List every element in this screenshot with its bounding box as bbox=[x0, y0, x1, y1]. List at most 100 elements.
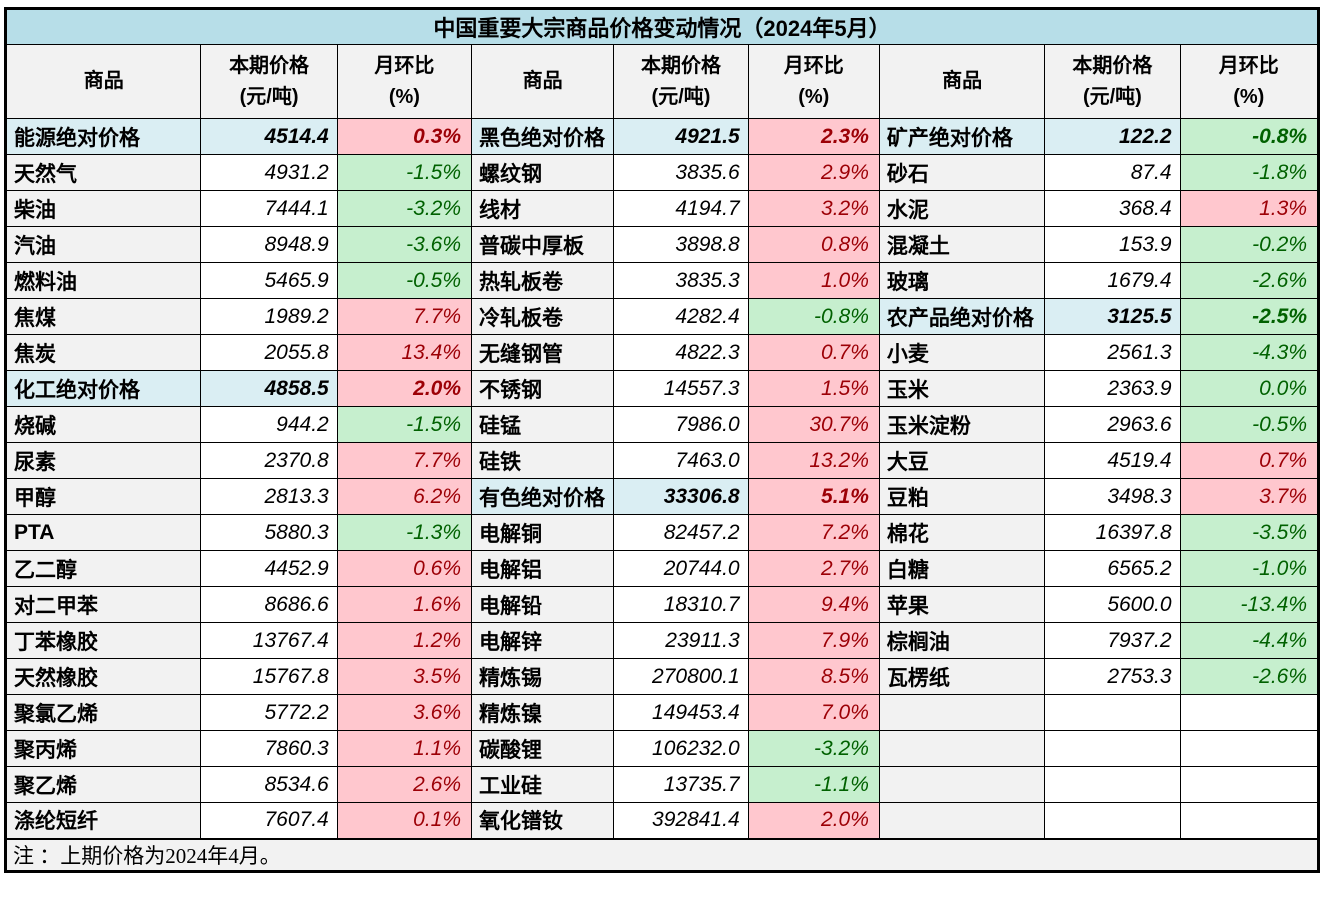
commodity-cell: 有色绝对价格 bbox=[471, 478, 615, 515]
change-cell: 1.5% bbox=[747, 370, 880, 407]
commodity-cell: 天然气 bbox=[4, 154, 202, 191]
change-cell: -0.5% bbox=[1179, 406, 1320, 443]
change-cell: -2.5% bbox=[1179, 298, 1320, 335]
header-price: 本期价格 (元/吨) bbox=[613, 44, 749, 119]
commodity-cell: 燃料油 bbox=[4, 262, 202, 299]
price-cell: 2753.3 bbox=[1044, 658, 1181, 695]
table-row: PTA 5880.3 -1.3% 电解铜 82457.2 7.2% 棉花 16397.8 -3.… bbox=[4, 514, 1320, 551]
note-row: 注 ：上期价格为2024年4月。 bbox=[5, 837, 1319, 872]
price-cell: 8686.6 bbox=[200, 586, 338, 623]
commodity-cell: 对二甲苯 bbox=[4, 586, 202, 623]
price-cell: 944.2 bbox=[200, 406, 338, 443]
change-cell: 13.2% bbox=[747, 442, 880, 479]
commodity-cell: 黑色绝对价格 bbox=[471, 118, 615, 155]
commodity-cell: 涤纶短纤 bbox=[4, 802, 202, 839]
change-cell: -1.5% bbox=[336, 154, 473, 191]
change-cell: 5.1% bbox=[747, 478, 880, 515]
price-cell: 5600.0 bbox=[1044, 586, 1181, 623]
commodity-cell: 柴油 bbox=[4, 190, 202, 227]
commodity-cell: 瓦楞纸 bbox=[878, 658, 1046, 695]
commodity-cell: 烧碱 bbox=[4, 406, 202, 443]
change-cell: -3.6% bbox=[336, 226, 473, 263]
price-cell: 3498.3 bbox=[1044, 478, 1181, 515]
commodity-cell: 工业硅 bbox=[471, 766, 615, 803]
header-change: 月环比 (%) bbox=[336, 44, 473, 119]
header-change-label: 月环比 bbox=[1218, 54, 1279, 77]
commodity-cell: 豆粕 bbox=[878, 478, 1046, 515]
change-cell: 3.2% bbox=[747, 190, 880, 227]
commodity-cell: 农产品绝对价格 bbox=[878, 298, 1046, 335]
commodity-cell: 螺纹钢 bbox=[471, 154, 615, 191]
price-cell: 2813.3 bbox=[200, 478, 338, 515]
commodity-cell: 棕榈油 bbox=[878, 622, 1046, 659]
table-row: 烧碱 944.2 -1.5% 硅锰 7986.0 30.7% 玉米淀粉 2963.6 -0.5% bbox=[4, 406, 1320, 443]
price-cell: 4921.5 bbox=[613, 118, 749, 155]
change-cell: 3.6% bbox=[336, 694, 473, 731]
commodity-cell bbox=[878, 694, 1046, 731]
table-row: 焦煤 1989.2 7.7% 冷轧板卷 4282.4 -0.8% 农产品绝对价格 3125.5… bbox=[4, 298, 1320, 335]
price-cell: 122.2 bbox=[1044, 118, 1181, 155]
commodity-cell: 混凝土 bbox=[878, 226, 1046, 263]
change-cell: -1.3% bbox=[336, 514, 473, 551]
change-cell: -1.1% bbox=[747, 766, 880, 803]
price-cell bbox=[1044, 730, 1181, 767]
change-cell: 1.0% bbox=[747, 262, 880, 299]
commodity-cell: 电解铜 bbox=[471, 514, 615, 551]
header-change-label: 月环比 bbox=[374, 54, 435, 77]
price-cell: 368.4 bbox=[1044, 190, 1181, 227]
commodity-cell bbox=[878, 802, 1046, 839]
price-cell: 2363.9 bbox=[1044, 370, 1181, 407]
commodity-cell: 玉米淀粉 bbox=[878, 406, 1046, 443]
change-cell: 0.7% bbox=[1179, 442, 1320, 479]
price-cell: 2561.3 bbox=[1044, 334, 1181, 371]
table-row: 聚乙烯 8534.6 2.6% 工业硅 13735.7 -1.1% bbox=[4, 766, 1320, 803]
price-cell: 7607.4 bbox=[200, 802, 338, 839]
commodity-cell: 焦炭 bbox=[4, 334, 202, 371]
price-cell: 14557.3 bbox=[613, 370, 749, 407]
table-row: 聚氯乙烯 5772.2 3.6% 精炼镍 149453.4 7.0% bbox=[4, 694, 1320, 731]
price-cell: 4519.4 bbox=[1044, 442, 1181, 479]
commodity-cell: 精炼镍 bbox=[471, 694, 615, 731]
commodity-cell: 热轧板卷 bbox=[471, 262, 615, 299]
change-cell: -0.8% bbox=[1179, 118, 1320, 155]
header-commodity: 商品 bbox=[4, 44, 202, 119]
price-cell bbox=[1044, 766, 1181, 803]
header-price-label: 本期价格 bbox=[640, 54, 721, 77]
commodity-cell: 矿产绝对价格 bbox=[878, 118, 1046, 155]
change-cell: 2.9% bbox=[747, 154, 880, 191]
price-cell: 16397.8 bbox=[1044, 514, 1181, 551]
price-cell: 4858.5 bbox=[200, 370, 338, 407]
header-commodity: 商品 bbox=[878, 44, 1046, 119]
commodity-cell bbox=[878, 766, 1046, 803]
commodity-cell: 白糖 bbox=[878, 550, 1046, 587]
change-cell: 3.7% bbox=[1179, 478, 1320, 515]
price-cell: 23911.3 bbox=[613, 622, 749, 659]
commodity-cell: 水泥 bbox=[878, 190, 1046, 227]
change-cell: 0.7% bbox=[747, 334, 880, 371]
commodity-cell: 电解锌 bbox=[471, 622, 615, 659]
price-cell: 4194.7 bbox=[613, 190, 749, 227]
table-row: 聚丙烯 7860.3 1.1% 碳酸锂 106232.0 -3.2% bbox=[4, 730, 1320, 767]
price-cell: 4931.2 bbox=[200, 154, 338, 191]
change-cell: 1.1% bbox=[336, 730, 473, 767]
table-row: 化工绝对价格 4858.5 2.0% 不锈钢 14557.3 1.5% 玉米 2363.9 0.… bbox=[4, 370, 1320, 407]
change-cell: -2.6% bbox=[1179, 658, 1320, 695]
commodity-cell: 大豆 bbox=[878, 442, 1046, 479]
change-cell bbox=[1179, 802, 1320, 839]
change-cell: 30.7% bbox=[747, 406, 880, 443]
table-body: 能源绝对价格 4514.4 0.3% 黑色绝对价格 4921.5 2.3% 矿产绝对价格 12… bbox=[4, 118, 1320, 839]
commodity-cell: 无缝钢管 bbox=[471, 334, 615, 371]
change-cell: -0.2% bbox=[1179, 226, 1320, 263]
price-cell: 4452.9 bbox=[200, 550, 338, 587]
price-cell: 4822.3 bbox=[613, 334, 749, 371]
price-cell: 8534.6 bbox=[200, 766, 338, 803]
header-price-unit: (元/吨) bbox=[239, 85, 299, 108]
table-row: 能源绝对价格 4514.4 0.3% 黑色绝对价格 4921.5 2.3% 矿产绝对价格 12… bbox=[4, 118, 1320, 155]
price-cell: 7986.0 bbox=[613, 406, 749, 443]
price-cell: 1989.2 bbox=[200, 298, 338, 335]
price-cell: 106232.0 bbox=[613, 730, 749, 767]
price-cell: 13767.4 bbox=[200, 622, 338, 659]
change-cell: 0.0% bbox=[1179, 370, 1320, 407]
title-row: 中国重要大宗商品价格变动情况（2024年5月） bbox=[5, 8, 1319, 45]
